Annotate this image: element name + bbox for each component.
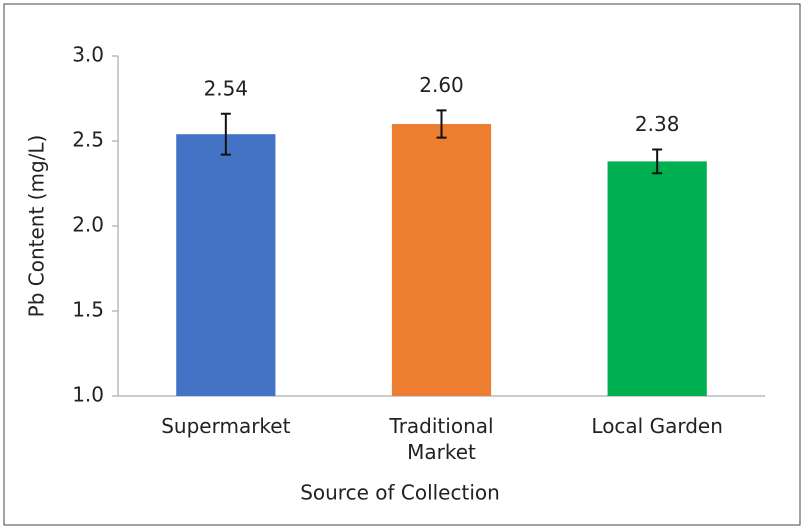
data-label: 2.60	[419, 73, 464, 97]
y-tick-label: 1.5	[72, 298, 104, 322]
x-tick-label: Supermarket	[161, 414, 291, 438]
error-bar	[220, 112, 231, 156]
y-tick-label: 3.0	[72, 43, 104, 67]
x-axis-title: Source of Collection	[300, 481, 500, 505]
data-label: 2.54	[204, 76, 249, 100]
bar	[391, 124, 492, 396]
error-bar	[436, 109, 447, 139]
x-tick-label: Local Garden	[591, 414, 723, 438]
y-tick-label: 2.5	[72, 128, 104, 152]
y-tick-label: 1.0	[72, 383, 104, 407]
y-axis-title: Pb Content (mg/L)	[25, 135, 49, 318]
y-tick-label: 2.0	[72, 213, 104, 237]
error-bar	[652, 148, 663, 175]
bar	[176, 134, 276, 396]
bar	[607, 161, 707, 396]
x-tick-label: Traditional Market	[389, 414, 494, 464]
data-label: 2.38	[635, 112, 680, 136]
